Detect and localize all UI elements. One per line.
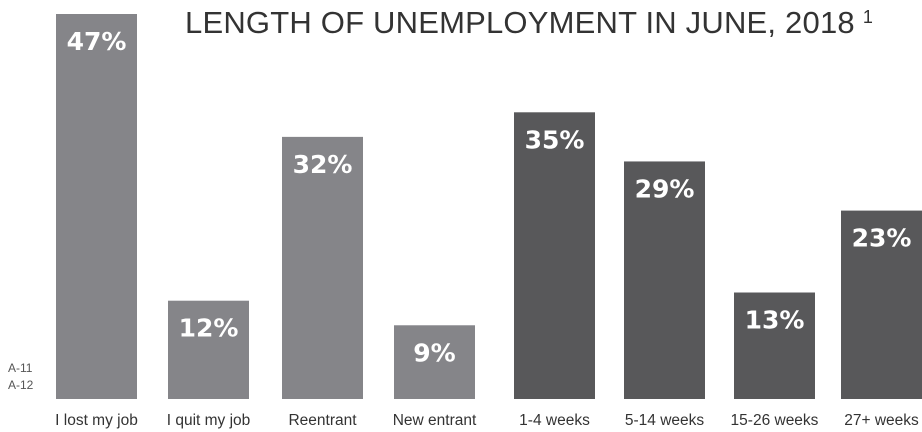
category-label-5: 5-14 weeks: [625, 412, 705, 429]
category-label-3: New entrant: [393, 412, 477, 429]
title-footnote: 1: [863, 7, 873, 27]
bar-value-label-7: 23%: [852, 224, 912, 253]
category-label-6: 15-26 weeks: [731, 412, 819, 429]
bar-6: [734, 292, 815, 399]
bar-5: [624, 161, 705, 399]
bar-value-label-5: 29%: [635, 174, 695, 203]
chart-title-text: LENGTH OF UNEMPLOYMENT IN JUNE, 2018: [185, 5, 855, 40]
bar-value-label-6: 13%: [745, 306, 805, 335]
bar-series: 47% 12% 32% 9% 35% 29% 13% 23%: [56, 14, 922, 399]
bar-value-label-3: 9%: [413, 338, 455, 367]
category-label-4: 1-4 weeks: [519, 412, 590, 429]
category-label-1: I quit my job: [167, 412, 251, 429]
bar-3: [394, 325, 475, 399]
chart-title: LENGTH OF UNEMPLOYMENT IN JUNE, 2018 1: [185, 5, 873, 40]
category-label-0: I lost my job: [55, 412, 138, 429]
category-label-2: Reentrant: [288, 412, 357, 429]
bar-2: [282, 136, 363, 399]
category-label-7: 27+ weeks: [844, 412, 919, 429]
bar-value-label-4: 35%: [525, 125, 585, 154]
category-axis: I lost my job I quit my job Reentrant New e…: [55, 412, 919, 429]
side-code-a12: A-12: [8, 378, 34, 392]
bar-1: [168, 300, 249, 399]
bar-4: [514, 112, 595, 399]
side-code-a11: A-11: [8, 361, 33, 375]
bar-value-label-1: 12%: [179, 314, 239, 343]
bar-value-label-0: 47%: [67, 27, 127, 56]
bar-0: [56, 14, 137, 399]
bar-value-label-2: 32%: [293, 150, 353, 179]
bar-7: [841, 210, 922, 399]
